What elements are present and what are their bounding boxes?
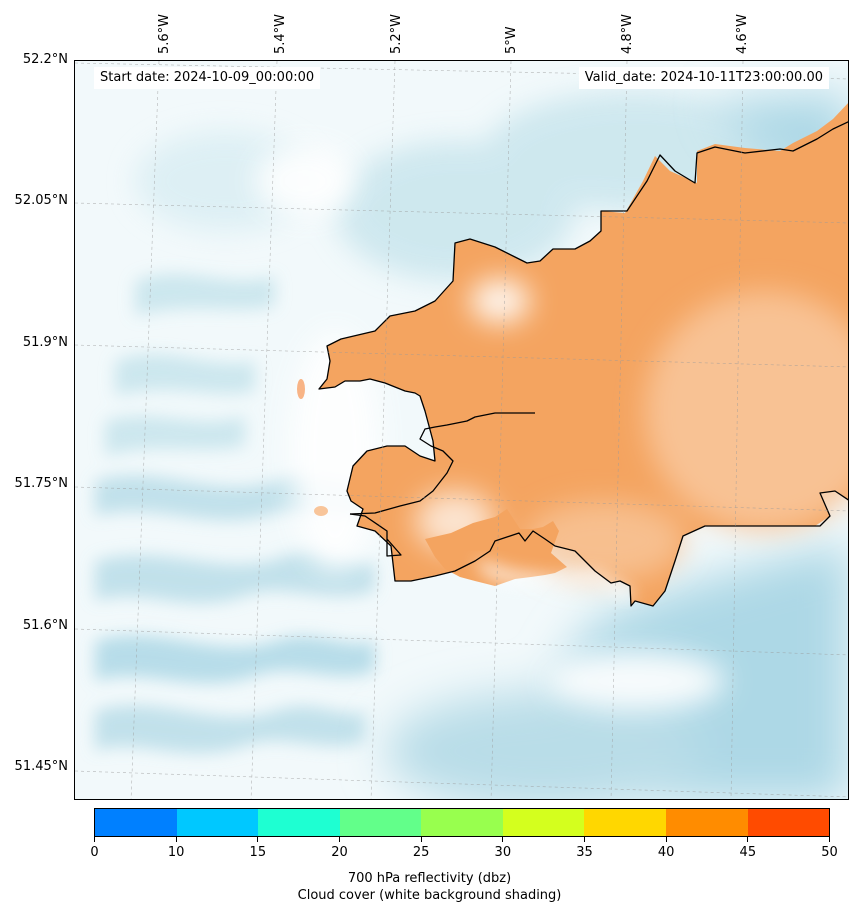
island-ramsey	[297, 379, 305, 399]
colorbar-tick-label: 25	[412, 845, 430, 860]
southern-land	[425, 509, 635, 601]
lat-label: 51.75°N	[14, 476, 68, 491]
colorbar-tick-label: 0	[90, 845, 99, 860]
lon-label: 4.6°W	[735, 13, 750, 54]
lat-label: 51.45°N	[14, 759, 68, 774]
lon-label: 5.6°W	[157, 13, 172, 54]
colorbar-segment	[176, 809, 259, 836]
colorbar-tick	[339, 837, 340, 842]
map-canvas	[75, 61, 848, 799]
lon-label: 5.4°W	[273, 13, 288, 54]
start-date-label: Start date: 2024-10-09_00:00:00	[94, 67, 321, 89]
colorbar-tick-label: 20	[331, 845, 348, 860]
colorbar-segment	[421, 809, 503, 836]
colorbar-tick	[665, 837, 667, 842]
colorbar-segment	[258, 809, 340, 836]
colorbar-segment	[747, 809, 830, 836]
lat-label: 51.9°N	[22, 335, 68, 350]
reflectivity-field	[319, 103, 848, 606]
colorbar-tick	[175, 837, 177, 842]
lon-label: 5°W	[504, 26, 519, 54]
colorbar-tick-label: 35	[576, 845, 593, 860]
colorbar-tick-label: 30	[494, 845, 512, 860]
map-panel	[74, 60, 849, 800]
colorbar-segment	[665, 809, 748, 836]
coastline	[318, 121, 848, 607]
lat-label: 52.05°N	[14, 193, 68, 208]
lat-label: 52.2°N	[22, 52, 68, 67]
lon-label: 4.8°W	[620, 13, 635, 54]
colorbar-tick-label: 45	[739, 845, 757, 860]
colorbar-tick	[829, 837, 830, 842]
colorbar-segment	[584, 809, 666, 836]
colorbar-tick	[502, 837, 504, 842]
colorbar-tick	[257, 837, 259, 842]
colorbar-subtitle: Cloud cover (white background shading)	[297, 888, 562, 903]
colorbar-segment	[339, 809, 422, 836]
colorbar-title: 700 hPa reflectivity (dbz)	[347, 871, 512, 886]
colorbar-segment	[502, 809, 585, 836]
island-skomer	[314, 506, 328, 516]
colorbar-tick-label: 15	[249, 845, 267, 860]
colorbar-tick	[420, 837, 422, 842]
colorbar-tick-label: 40	[657, 845, 675, 860]
lat-label: 51.6°N	[22, 618, 68, 633]
colorbar-tick-label: 10	[167, 845, 185, 860]
valid-date-label: Valid_date: 2024-10-11T23:00:00.00	[578, 67, 829, 89]
colorbar-tick	[747, 837, 749, 842]
colorbar-segment	[95, 809, 177, 836]
colorbar-tick-label: 50	[821, 845, 838, 860]
colorbar	[94, 808, 830, 837]
lon-label: 5.2°W	[389, 13, 404, 54]
colorbar-tick	[584, 837, 585, 842]
colorbar-tick	[94, 837, 95, 842]
